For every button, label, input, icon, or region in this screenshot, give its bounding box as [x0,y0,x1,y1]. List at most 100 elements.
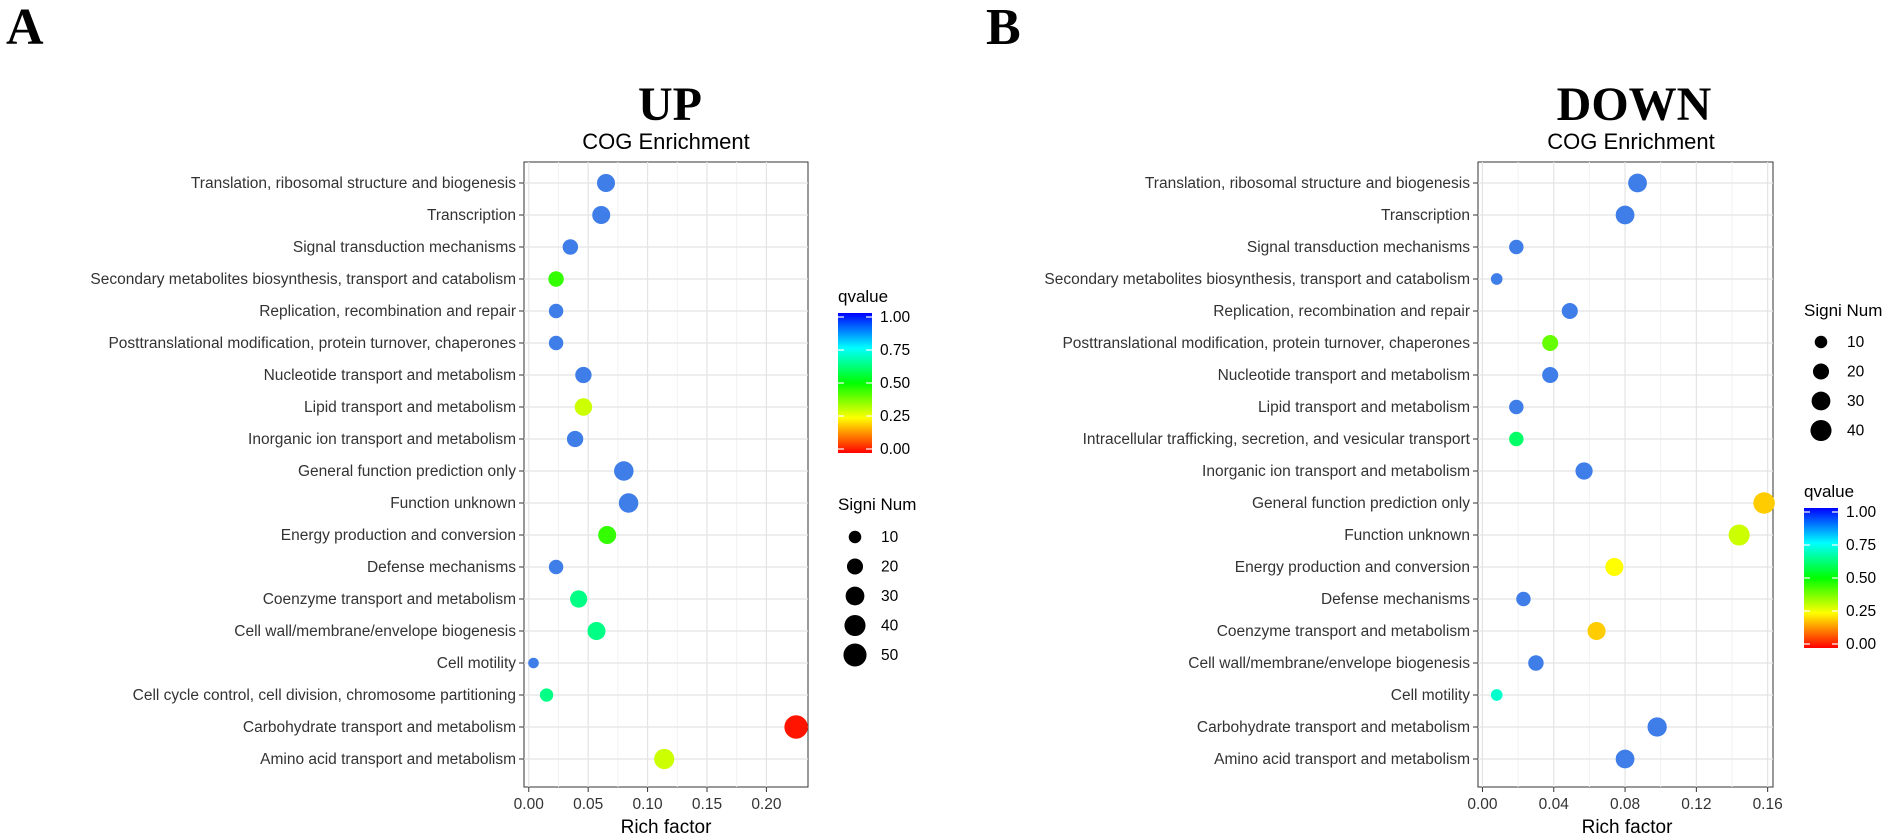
size-legend-dot [1811,391,1831,411]
qvalue-legend-label: 0.25 [880,408,910,425]
category-label: Signal transduction mechanisms [293,239,516,256]
category-label: Defense mechanisms [1321,591,1470,608]
panel-b: B DOWN COG Enrichment Translation, ribos… [986,0,1882,838]
qvalue-legend-b: qvalue 1.00 0.75 0.50 0.25 0.00 [1804,482,1877,653]
x-tick-label: 0.04 [1539,796,1570,813]
category-label: Coenzyme transport and metabolism [263,591,516,608]
data-point [566,430,584,448]
category-labels-a: Translation, ribosomal structure and bio… [90,175,524,768]
data-point [614,461,634,481]
category-label: Lipid transport and metabolism [304,399,516,416]
data-point [1528,655,1544,671]
data-point [598,525,617,545]
data-point [587,621,606,641]
qvalue-legend-label: 1.00 [1846,504,1877,521]
size-legend-title-a: Signi Num [838,495,916,514]
size-legend-dot [843,643,867,667]
data-point [574,398,593,416]
category-labels-b: Translation, ribosomal structure and bio… [1044,175,1478,768]
x-tick-label: 0.12 [1681,796,1711,813]
data-point [562,239,579,255]
data-point [548,303,564,319]
size-legend-dot [848,530,862,544]
category-label: General function prediction only [1252,495,1470,512]
size-legend-dot [1810,419,1832,442]
size-legend-label: 50 [881,647,899,664]
data-point [548,335,564,351]
category-label: Function unknown [1344,527,1470,544]
chart-title-b: DOWN [1557,78,1712,131]
category-label: Inorganic ion transport and metabolism [248,431,516,448]
category-label: Cell wall/membrane/envelope biogenesis [234,623,516,640]
x-tick-label: 0.00 [1467,796,1498,813]
data-point [1615,205,1635,225]
qvalue-legend-ticks-a: 1.00 0.75 0.50 0.25 0.00 [838,309,911,458]
points-a [528,173,808,770]
qvalue-legend-title-a: qvalue [838,287,888,306]
category-label: Signal transduction mechanisms [1247,239,1470,256]
size-legend-items-b: 10 20 30 40 [1810,334,1865,442]
category-label: Nucleotide transport and metabolism [1218,367,1470,384]
qvalue-legend-label: 0.25 [1846,603,1876,620]
size-legend-label: 30 [881,588,899,605]
qvalue-legend-label: 0.75 [880,342,910,359]
category-label: Transcription [1381,207,1470,224]
category-label: Energy production and conversion [1235,559,1470,576]
category-label: Lipid transport and metabolism [1258,399,1470,416]
data-point [1728,524,1750,546]
x-ticks-a: 0.00 0.05 0.10 0.15 0.20 [514,787,782,813]
category-label: Coenzyme transport and metabolism [1217,623,1470,640]
x-tick-label: 0.10 [632,796,663,813]
category-label: Carbohydrate transport and metabolism [1197,719,1470,736]
data-point [784,715,808,739]
size-legend-dot [845,586,865,606]
plot-area-b: Translation, ribosomal structure and bio… [1044,161,1783,813]
qvalue-legend-title-b: qvalue [1804,482,1854,501]
qvalue-legend-a: qvalue 1.00 0.75 0.50 0.25 0.00 [838,287,911,458]
category-label: Function unknown [390,495,516,512]
category-label: Cell wall/membrane/envelope biogenesis [1188,655,1470,672]
x-tick-label: 0.16 [1753,796,1783,813]
category-label: Translation, ribosomal structure and bio… [1145,175,1470,192]
chart-title-a: UP [638,78,702,131]
category-label: General function prediction only [298,463,516,480]
plot-frame-a [523,161,809,788]
data-point [1647,717,1667,737]
category-label: Translation, ribosomal structure and bio… [191,175,516,192]
category-label: Posttranslational modification, protein … [108,335,516,352]
size-legend-title-b: Signi Num [1804,301,1882,320]
size-legend-b: Signi Num 10 20 30 40 [1804,301,1882,442]
category-label: Cell cycle control, cell division, chrom… [133,687,516,704]
size-legend-label: 40 [881,618,899,635]
data-point [596,173,616,193]
category-label: Replication, recombination and repair [1213,303,1470,320]
panel-letter-a: A [6,0,44,56]
qvalue-legend-label: 0.00 [1846,636,1877,653]
data-point [1753,492,1775,514]
data-point [1490,273,1503,285]
qvalue-legend-label: 0.75 [1846,537,1876,554]
x-tick-label: 0.00 [514,796,545,813]
data-point [1509,399,1524,415]
size-legend-a: Signi Num 10 20 30 40 50 [838,495,916,667]
data-point [548,559,564,575]
data-point [592,205,611,225]
size-legend-label: 20 [881,559,899,576]
size-legend-label: 10 [881,529,899,546]
x-tick-label: 0.08 [1610,796,1640,813]
category-label: Inorganic ion transport and metabolism [1202,463,1470,480]
category-label: Amino acid transport and metabolism [260,751,516,768]
x-axis-title-b: Rich factor [1582,817,1673,838]
data-point [1542,334,1559,352]
size-legend-dot [844,614,866,637]
size-legend-label: 40 [1847,423,1865,440]
category-label: Carbohydrate transport and metabolism [243,719,516,736]
category-label: Posttranslational modification, protein … [1062,335,1470,352]
data-point [1587,621,1606,641]
panel-letter-b: B [986,0,1021,56]
qvalue-legend-label: 0.00 [880,441,911,458]
x-tick-label: 0.20 [751,796,782,813]
data-point [539,688,554,702]
size-legend-label: 10 [1847,334,1865,351]
size-legend-label: 20 [1847,364,1865,381]
